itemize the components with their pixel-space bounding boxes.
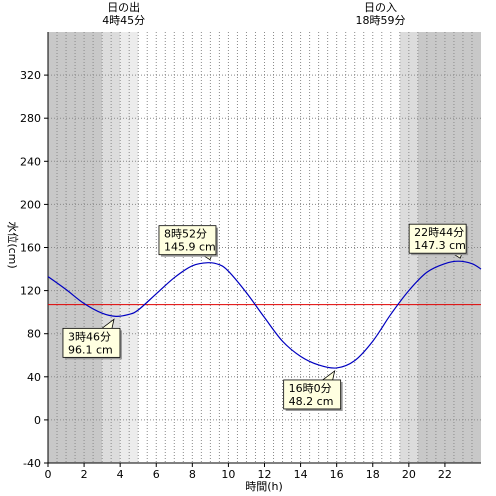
grid [48,32,481,463]
x-axis-title: 時間(h) [245,480,283,493]
y-tick-label: 280 [20,112,41,125]
callout-time: 16時0分 [289,382,332,395]
callout-box [283,379,342,410]
x-tick-label: 4 [117,468,124,481]
callout-box [62,327,121,358]
callout-box [408,223,467,254]
y-tick-label: 240 [20,155,41,168]
x-tick-label: 14 [294,468,308,481]
callout-box [158,225,217,256]
y-tick-label: 320 [20,69,41,82]
sunrise-label: 日の出 [107,0,140,14]
sunset-label: 日の入 [364,1,397,14]
y-tick-label: 0 [34,414,41,427]
callout-value: 48.2 cm [289,395,334,408]
axes: -40 0 40 80 120 160 200 240 280 320 0 2 4 6 8 10 12 14 16 1… [20,32,481,481]
x-tick-label: 8 [189,468,196,481]
sunset-time: 18時59分 [355,14,405,27]
y-tick-label: -40 [23,457,41,470]
x-tick-label: 0 [45,468,52,481]
x-tick-label: 18 [366,468,380,481]
callout-time: 22時44分 [414,226,464,239]
sunrise-time: 4時45分 [102,14,145,27]
callout-time: 3時46分 [68,330,111,343]
callout-value: 96.1 cm [68,343,113,356]
series-layer [47,260,482,369]
callout-value: 147.3 cm [414,239,466,252]
y-tick-label: 160 [20,242,41,255]
y-tick-label: 80 [27,328,41,341]
y-tick-label: 120 [20,285,41,298]
x-tick-label: 2 [81,468,88,481]
x-tick-label: 16 [330,468,344,481]
x-tick-label: 12 [258,468,272,481]
x-tick-label: 20 [402,468,416,481]
x-tick-label: 6 [153,468,160,481]
y-tick-label: 40 [27,371,41,384]
y-tick-label: 200 [20,198,41,211]
x-tick-label: 22 [438,468,452,481]
tide-series-line [47,260,482,369]
callout-value: 145.9 cm [164,241,216,254]
y-axis-title: 水位(cm) [6,221,20,268]
x-tick-label: 10 [221,468,235,481]
callout-time: 8時52分 [164,228,207,241]
